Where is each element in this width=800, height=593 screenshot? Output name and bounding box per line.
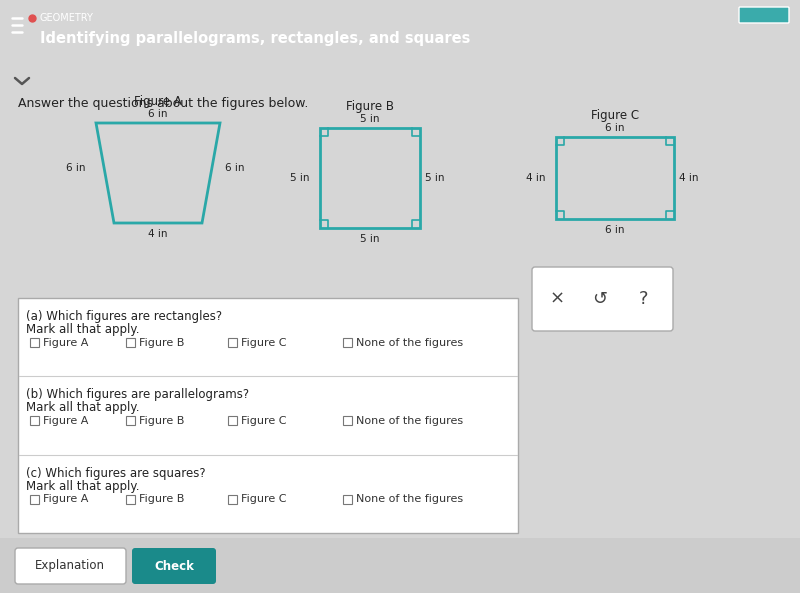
Text: GEOMETRY: GEOMETRY: [40, 13, 94, 23]
Text: Figure C: Figure C: [241, 337, 286, 347]
FancyBboxPatch shape: [30, 495, 39, 503]
FancyBboxPatch shape: [30, 416, 39, 425]
Text: Figure C: Figure C: [241, 416, 286, 426]
Text: Answer the questions about the figures below.: Answer the questions about the figures b…: [18, 97, 308, 110]
Text: None of the figures: None of the figures: [356, 337, 463, 347]
Text: Figure B: Figure B: [139, 337, 184, 347]
Text: (c) Which figures are squares?: (c) Which figures are squares?: [26, 467, 206, 480]
Text: (b) Which figures are parallelograms?: (b) Which figures are parallelograms?: [26, 388, 249, 401]
Text: (a) Which figures are rectangles?: (a) Which figures are rectangles?: [26, 310, 222, 323]
FancyBboxPatch shape: [126, 416, 135, 425]
Text: 5 in: 5 in: [360, 234, 380, 244]
Text: Figure C: Figure C: [591, 109, 639, 122]
Text: 4 in: 4 in: [526, 173, 546, 183]
Text: Identifying parallelograms, rectangles, and squares: Identifying parallelograms, rectangles, …: [40, 30, 470, 46]
Text: Figure B: Figure B: [139, 494, 184, 504]
FancyBboxPatch shape: [228, 416, 237, 425]
FancyBboxPatch shape: [132, 548, 216, 584]
FancyBboxPatch shape: [739, 7, 789, 23]
FancyBboxPatch shape: [343, 495, 352, 503]
FancyBboxPatch shape: [228, 338, 237, 347]
Text: 6 in: 6 in: [148, 109, 168, 119]
FancyBboxPatch shape: [18, 298, 518, 533]
Text: Figure B: Figure B: [346, 100, 394, 113]
Text: Figure B: Figure B: [139, 416, 184, 426]
Text: Figure A: Figure A: [134, 95, 182, 108]
Text: 5 in: 5 in: [360, 114, 380, 124]
FancyBboxPatch shape: [343, 338, 352, 347]
Text: Figure C: Figure C: [241, 494, 286, 504]
FancyBboxPatch shape: [228, 495, 237, 503]
Text: 5 in: 5 in: [425, 173, 445, 183]
Text: Explanation: Explanation: [35, 560, 105, 572]
Text: ×: ×: [550, 290, 565, 308]
Text: Figure A: Figure A: [43, 416, 88, 426]
FancyBboxPatch shape: [126, 338, 135, 347]
Text: 5 in: 5 in: [290, 173, 310, 183]
Text: Figure A: Figure A: [43, 337, 88, 347]
Text: 4 in: 4 in: [679, 173, 698, 183]
Text: None of the figures: None of the figures: [356, 494, 463, 504]
Text: 6 in: 6 in: [66, 163, 86, 173]
FancyBboxPatch shape: [532, 267, 673, 331]
Text: None of the figures: None of the figures: [356, 416, 463, 426]
Text: Check: Check: [154, 560, 194, 572]
Text: 6 in: 6 in: [606, 225, 625, 235]
Text: 4 in: 4 in: [148, 229, 168, 239]
FancyBboxPatch shape: [15, 548, 126, 584]
Text: ↺: ↺: [593, 290, 607, 308]
Text: Figure A: Figure A: [43, 494, 88, 504]
Text: Mark all that apply.: Mark all that apply.: [26, 401, 139, 415]
FancyBboxPatch shape: [30, 338, 39, 347]
Text: Mark all that apply.: Mark all that apply.: [26, 323, 139, 336]
Text: 6 in: 6 in: [225, 163, 245, 173]
Text: 6 in: 6 in: [606, 123, 625, 133]
FancyBboxPatch shape: [126, 495, 135, 503]
FancyBboxPatch shape: [0, 60, 800, 593]
FancyBboxPatch shape: [0, 538, 800, 593]
FancyBboxPatch shape: [343, 416, 352, 425]
Text: Mark all that apply.: Mark all that apply.: [26, 480, 139, 493]
Text: ?: ?: [638, 290, 648, 308]
